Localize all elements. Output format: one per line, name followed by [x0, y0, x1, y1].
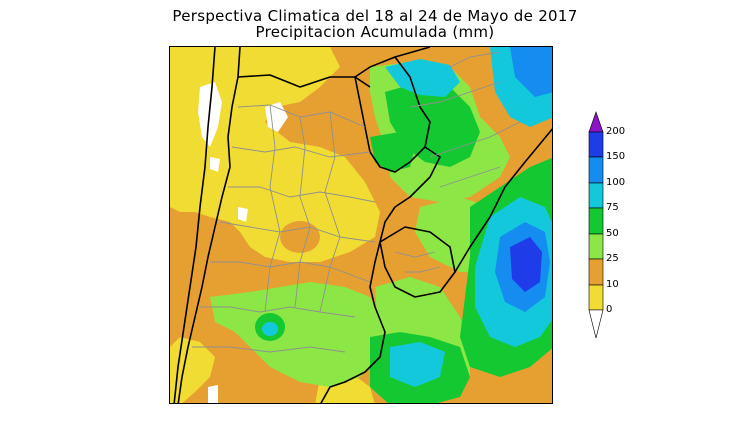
zone-10-25-patch-1 — [280, 221, 320, 253]
precipitation-legend: 200 150 100 75 50 25 10 0 — [586, 110, 646, 346]
zone-150-200-core — [510, 237, 542, 292]
legend-arrow-bottom — [588, 309, 604, 339]
title-line-2: Precipitacion Acumulada (mm) — [255, 23, 495, 41]
legend-box-50-75 — [588, 207, 604, 235]
province-borders — [192, 51, 521, 353]
zone-none-andes-3 — [210, 157, 220, 172]
zone-none-andes-4 — [238, 207, 248, 222]
legend-arrow-top — [588, 111, 604, 133]
legend-label-0: 0 — [606, 304, 613, 315]
national-borders — [173, 47, 552, 403]
zone-10-25-patch-2 — [251, 262, 279, 282]
legend-colorbar — [588, 111, 604, 339]
legend-box-100-150 — [588, 156, 604, 184]
zone-0-10-west — [170, 47, 380, 262]
zone-0-10-north — [250, 47, 335, 77]
legend-label-50: 50 — [606, 228, 619, 239]
legend-box-25-50 — [588, 233, 604, 260]
map-title: Perspectiva Climatica del 18 al 24 de Ma… — [0, 8, 750, 40]
zone-50-75-paraguay — [370, 132, 415, 172]
legend-label-25: 25 — [606, 253, 619, 264]
zone-10-25-patch-3 — [298, 105, 342, 129]
legend-box-75-100 — [588, 182, 604, 209]
legend-label-100: 100 — [606, 177, 626, 188]
legend-label-75: 75 — [606, 202, 619, 213]
zone-100-150-northeast — [510, 47, 552, 97]
zone-none-south — [208, 385, 218, 403]
zone-75-100-south — [390, 342, 445, 387]
legend-label-150: 150 — [606, 151, 626, 162]
legend-box-150-200 — [588, 131, 604, 158]
legend-label-10: 10 — [606, 279, 619, 290]
zone-25-50-south — [210, 282, 385, 387]
title-line-1: Perspectiva Climatica del 18 al 24 de Ma… — [172, 7, 578, 25]
zone-75-100-patch — [262, 322, 278, 336]
legend-box-0-10 — [588, 284, 604, 311]
precipitation-map — [169, 46, 553, 404]
map-canvas — [170, 47, 552, 403]
legend-box-10-25 — [588, 258, 604, 286]
legend-label-200: 200 — [606, 126, 626, 137]
